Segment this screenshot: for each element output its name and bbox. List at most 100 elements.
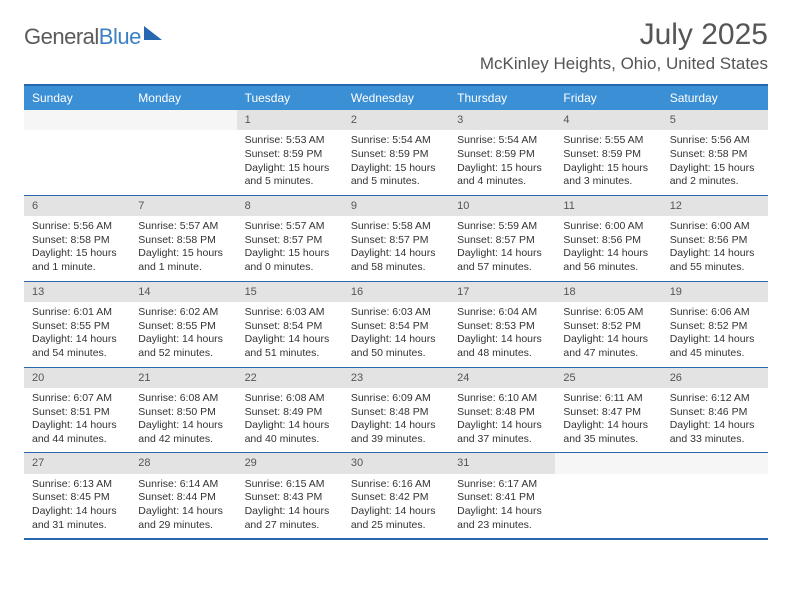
cell-line: Daylight: 14 hours and 45 minutes. bbox=[670, 333, 760, 360]
cell-line: Daylight: 14 hours and 37 minutes. bbox=[457, 419, 547, 446]
cell-line: Sunrise: 6:09 AM bbox=[351, 392, 441, 406]
cell-body: Sunrise: 6:00 AMSunset: 8:56 PMDaylight:… bbox=[555, 216, 661, 281]
day-number: 21 bbox=[130, 368, 236, 388]
cell-line: Daylight: 14 hours and 31 minutes. bbox=[32, 505, 122, 532]
cell-line: Sunset: 8:58 PM bbox=[670, 148, 760, 162]
cell-line: Daylight: 15 hours and 3 minutes. bbox=[563, 162, 653, 189]
day-header-cell: Saturday bbox=[662, 86, 768, 110]
cell-body: Sunrise: 6:01 AMSunset: 8:55 PMDaylight:… bbox=[24, 302, 130, 367]
day-number: 31 bbox=[449, 453, 555, 473]
cell-line: Sunrise: 5:54 AM bbox=[351, 134, 441, 148]
calendar-cell: 19Sunrise: 6:06 AMSunset: 8:52 PMDayligh… bbox=[662, 282, 768, 367]
day-header-cell: Wednesday bbox=[343, 86, 449, 110]
cell-body: Sunrise: 6:05 AMSunset: 8:52 PMDaylight:… bbox=[555, 302, 661, 367]
calendar-cell: 1Sunrise: 5:53 AMSunset: 8:59 PMDaylight… bbox=[237, 110, 343, 195]
day-number: 11 bbox=[555, 196, 661, 216]
cell-line: Daylight: 14 hours and 57 minutes. bbox=[457, 247, 547, 274]
day-header-cell: Sunday bbox=[24, 86, 130, 110]
cell-line: Daylight: 14 hours and 47 minutes. bbox=[563, 333, 653, 360]
day-number: 10 bbox=[449, 196, 555, 216]
cell-line: Sunrise: 5:57 AM bbox=[138, 220, 228, 234]
cell-line: Sunset: 8:47 PM bbox=[563, 406, 653, 420]
cell-line: Sunset: 8:55 PM bbox=[32, 320, 122, 334]
cell-line: Sunrise: 6:13 AM bbox=[32, 478, 122, 492]
cell-line: Sunset: 8:59 PM bbox=[245, 148, 335, 162]
cell-line: Sunrise: 5:53 AM bbox=[245, 134, 335, 148]
cell-line: Sunset: 8:45 PM bbox=[32, 491, 122, 505]
cell-body: Sunrise: 6:03 AMSunset: 8:54 PMDaylight:… bbox=[343, 302, 449, 367]
cell-line: Daylight: 15 hours and 5 minutes. bbox=[351, 162, 441, 189]
calendar-cell: 25Sunrise: 6:11 AMSunset: 8:47 PMDayligh… bbox=[555, 368, 661, 453]
cell-line: Daylight: 14 hours and 40 minutes. bbox=[245, 419, 335, 446]
cell-line: Sunrise: 6:10 AM bbox=[457, 392, 547, 406]
calendar-cell: 24Sunrise: 6:10 AMSunset: 8:48 PMDayligh… bbox=[449, 368, 555, 453]
day-number: 22 bbox=[237, 368, 343, 388]
calendar-cell: 13Sunrise: 6:01 AMSunset: 8:55 PMDayligh… bbox=[24, 282, 130, 367]
calendar-cell: 16Sunrise: 6:03 AMSunset: 8:54 PMDayligh… bbox=[343, 282, 449, 367]
day-number: 8 bbox=[237, 196, 343, 216]
day-number: 18 bbox=[555, 282, 661, 302]
calendar-cell: 27Sunrise: 6:13 AMSunset: 8:45 PMDayligh… bbox=[24, 453, 130, 538]
cell-body: Sunrise: 6:07 AMSunset: 8:51 PMDaylight:… bbox=[24, 388, 130, 453]
day-header-cell: Thursday bbox=[449, 86, 555, 110]
cell-line: Sunrise: 5:54 AM bbox=[457, 134, 547, 148]
calendar-cell: 17 Sunrise: 6:04 AMSunset: 8:53 PMDayligh… bbox=[449, 282, 555, 367]
day-number bbox=[24, 110, 130, 130]
cell-body: Sunrise: 6:17 AMSunset: 8:41 PMDaylight:… bbox=[449, 474, 555, 539]
cell-line: Sunset: 8:51 PM bbox=[32, 406, 122, 420]
cell-line: Sunset: 8:58 PM bbox=[32, 234, 122, 248]
cell-body: Sunrise: 5:58 AMSunset: 8:57 PMDaylight:… bbox=[343, 216, 449, 281]
cell-line: Sunset: 8:59 PM bbox=[563, 148, 653, 162]
calendar-cell bbox=[555, 453, 661, 538]
logo-text-blue: Blue bbox=[99, 24, 141, 49]
cell-line: Sunrise: 6:08 AM bbox=[245, 392, 335, 406]
calendar-cell: 8Sunrise: 5:57 AMSunset: 8:57 PMDaylight… bbox=[237, 196, 343, 281]
calendar-cell: 29Sunrise: 6:15 AMSunset: 8:43 PMDayligh… bbox=[237, 453, 343, 538]
cell-line: Sunset: 8:49 PM bbox=[245, 406, 335, 420]
cell-line: Daylight: 15 hours and 5 minutes. bbox=[245, 162, 335, 189]
cell-line: Sunset: 8:53 PM bbox=[457, 320, 547, 334]
cell-body: Sunrise: 6:13 AMSunset: 8:45 PMDaylight:… bbox=[24, 474, 130, 539]
day-number: 23 bbox=[343, 368, 449, 388]
week-row: 13Sunrise: 6:01 AMSunset: 8:55 PMDayligh… bbox=[24, 281, 768, 367]
day-number: 4 bbox=[555, 110, 661, 130]
cell-body bbox=[555, 474, 661, 484]
cell-line: Sunset: 8:56 PM bbox=[670, 234, 760, 248]
cell-line: Sunset: 8:43 PM bbox=[245, 491, 335, 505]
cell-line: Daylight: 14 hours and 48 minutes. bbox=[457, 333, 547, 360]
day-number: 16 bbox=[343, 282, 449, 302]
cell-line: Sunrise: 6:03 AM bbox=[245, 306, 335, 320]
cell-body: Sunrise: 6:09 AMSunset: 8:48 PMDaylight:… bbox=[343, 388, 449, 453]
cell-line: Daylight: 14 hours and 55 minutes. bbox=[670, 247, 760, 274]
cell-line: Daylight: 15 hours and 4 minutes. bbox=[457, 162, 547, 189]
calendar-cell bbox=[662, 453, 768, 538]
calendar-cell: 11Sunrise: 6:00 AMSunset: 8:56 PMDayligh… bbox=[555, 196, 661, 281]
cell-body: Sunrise: 6:10 AMSunset: 8:48 PMDaylight:… bbox=[449, 388, 555, 453]
calendar-cell: 23Sunrise: 6:09 AMSunset: 8:48 PMDayligh… bbox=[343, 368, 449, 453]
day-number: 20 bbox=[24, 368, 130, 388]
calendar-cell: 31Sunrise: 6:17 AMSunset: 8:41 PMDayligh… bbox=[449, 453, 555, 538]
day-number: 26 bbox=[662, 368, 768, 388]
day-number: 12 bbox=[662, 196, 768, 216]
calendar-cell: 15Sunrise: 6:03 AMSunset: 8:54 PMDayligh… bbox=[237, 282, 343, 367]
day-number bbox=[662, 453, 768, 473]
day-number: 28 bbox=[130, 453, 236, 473]
cell-line: Daylight: 14 hours and 23 minutes. bbox=[457, 505, 547, 532]
cell-line: Daylight: 14 hours and 51 minutes. bbox=[245, 333, 335, 360]
logo-text-general: General bbox=[24, 24, 99, 49]
cell-line: Sunset: 8:59 PM bbox=[351, 148, 441, 162]
cell-line: Daylight: 14 hours and 58 minutes. bbox=[351, 247, 441, 274]
week-row: 6Sunrise: 5:56 AMSunset: 8:58 PMDaylight… bbox=[24, 195, 768, 281]
cell-line: Sunrise: 6:04 AM bbox=[457, 306, 547, 320]
day-number bbox=[555, 453, 661, 473]
cell-line: Sunset: 8:48 PM bbox=[351, 406, 441, 420]
logo: GeneralBlue bbox=[24, 18, 162, 50]
calendar-cell: 9Sunrise: 5:58 AMSunset: 8:57 PMDaylight… bbox=[343, 196, 449, 281]
day-number: 5 bbox=[662, 110, 768, 130]
cell-line: Sunrise: 6:07 AM bbox=[32, 392, 122, 406]
cell-line: Sunrise: 5:58 AM bbox=[351, 220, 441, 234]
calendar-cell: 22 Sunrise: 6:08 AMSunset: 8:49 PMDayligh… bbox=[237, 368, 343, 453]
week-row: 27Sunrise: 6:13 AMSunset: 8:45 PMDayligh… bbox=[24, 452, 768, 538]
cell-line: Daylight: 14 hours and 56 minutes. bbox=[563, 247, 653, 274]
day-number: 17 bbox=[449, 282, 555, 302]
